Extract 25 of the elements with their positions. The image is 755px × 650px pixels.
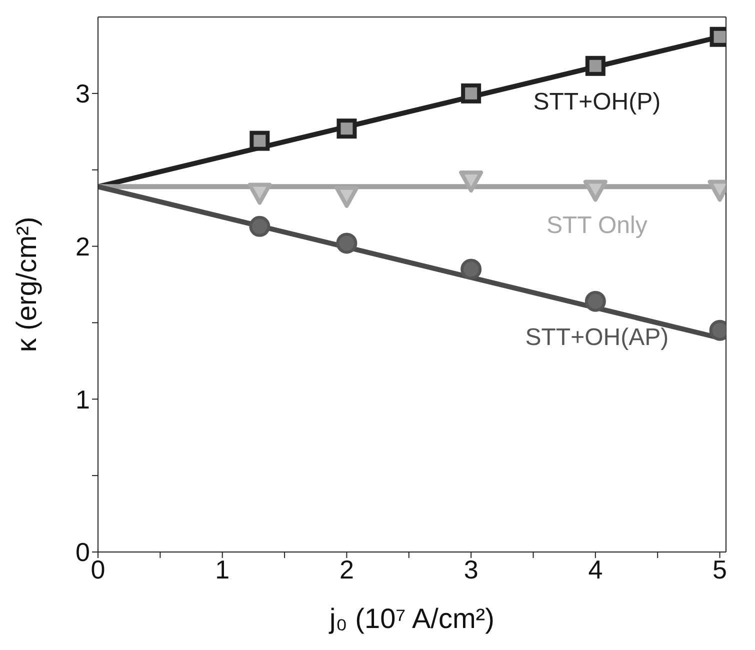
- x-tick-label: 5: [712, 554, 728, 584]
- x-tick-label: 4: [588, 554, 603, 584]
- x-tick-label: 2: [339, 554, 354, 584]
- series-label: STT+OH(P): [533, 88, 661, 116]
- y-axis-title: κ (erg/cm²): [10, 216, 42, 352]
- x-axis-title: j₀ (10⁷ A/cm²): [328, 603, 494, 634]
- point: [334, 186, 359, 208]
- y-tick-label: 1: [76, 384, 90, 414]
- point: [461, 83, 482, 104]
- point: [460, 258, 482, 280]
- point: [583, 180, 608, 202]
- series-label: STT+OH(AP): [525, 324, 669, 351]
- point: [336, 118, 357, 139]
- series-label: STT Only: [546, 212, 648, 240]
- point: [459, 170, 484, 193]
- y-tick-label: 3: [76, 78, 90, 109]
- point: [248, 182, 272, 205]
- x-tick-label: 1: [215, 554, 230, 584]
- point: [249, 216, 270, 237]
- point: [584, 290, 606, 312]
- point: [585, 56, 606, 76]
- point: [336, 232, 358, 254]
- point: [250, 130, 270, 151]
- x-tick-label: 3: [464, 554, 478, 584]
- y-tick-label: 2: [76, 232, 90, 262]
